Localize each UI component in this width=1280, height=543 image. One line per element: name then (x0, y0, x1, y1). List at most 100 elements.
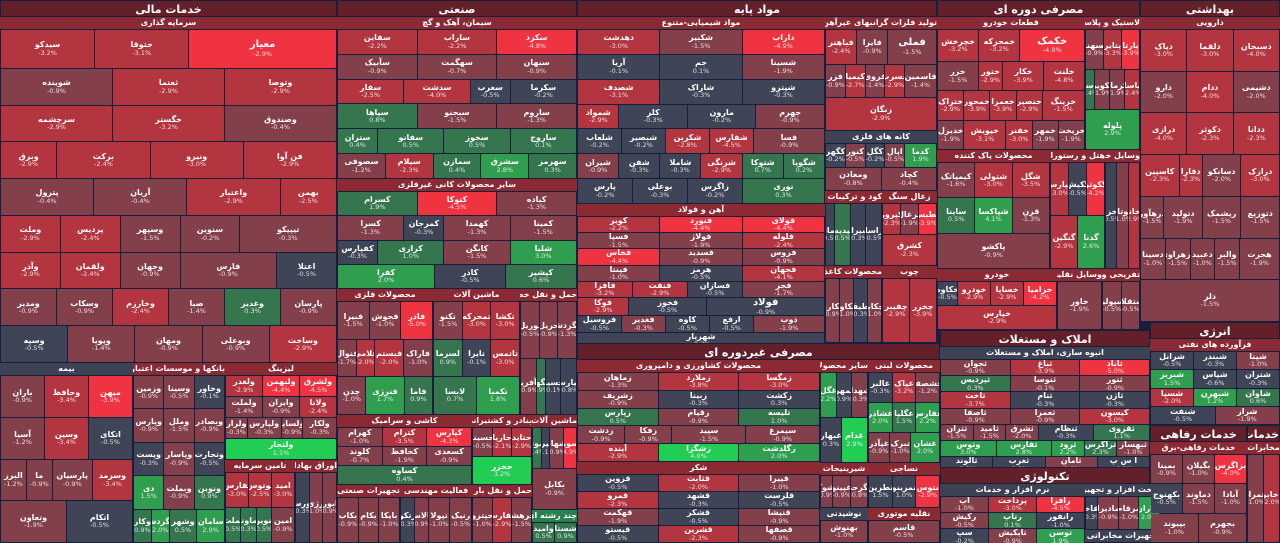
stock-tile[interactable]: چکاپا-1.0% (868, 279, 881, 342)
stock-tile[interactable]: خعمرا -3.9% (990, 91, 1016, 120)
sector-header-healthcare[interactable]: بهداشتی (1140, 0, 1280, 17)
stock-tile[interactable]: ومعادن -0.8% (826, 167, 881, 190)
stock-tile[interactable]: غگل 2.2% (820, 373, 836, 417)
stock-tile[interactable]: قپیرا -1.0% (739, 475, 819, 491)
stock-tile[interactable]: شگل -3.5% (1012, 163, 1049, 198)
stock-tile[interactable]: مادیرا-0.9% (1098, 497, 1118, 529)
stock-tile[interactable]: خمهر -1.9% (1032, 120, 1058, 149)
stock-tile[interactable]: ستران 0.4% (338, 129, 378, 154)
stock-tile[interactable]: فبستم -2.0% (375, 339, 404, 377)
stock-tile[interactable]: شفارس -4.5% (709, 129, 753, 154)
stock-tile[interactable]: خکار -3.9% (1003, 61, 1044, 91)
stock-tile[interactable]: وبوعلی -0.9% (202, 326, 269, 362)
stock-tile[interactable]: غشان 2.0% (911, 433, 939, 462)
stock-tile[interactable]: کگهر -0.2% (826, 144, 845, 167)
stock-tile[interactable]: فروس -0.9% (742, 249, 824, 265)
stock-tile[interactable]: ثاباد -5.0% (1080, 360, 1149, 376)
stock-tile[interactable]: ثعمرا -0.9% (1010, 408, 1080, 424)
industry-header-motor-vehicles[interactable]: وسایل نقلیه موتور (1057, 269, 1102, 281)
stock-tile[interactable]: فپنتا -1.0% (578, 265, 660, 281)
stock-tile[interactable]: زبینا -0.3% (658, 390, 739, 408)
stock-tile[interactable]: آپ -1.0% (941, 497, 988, 513)
stock-tile[interactable]: ولساپا-0.9% (281, 418, 303, 438)
stock-tile[interactable]: دتولید -1.9% (1164, 196, 1202, 238)
stock-tile[interactable]: زدشت -0.9% (577, 426, 625, 444)
industry-header-ceramics[interactable]: کاشی و سرامیک (337, 415, 472, 427)
stock-tile[interactable]: کحافظ -1.9% (382, 447, 427, 465)
stock-tile[interactable]: خکمک -4.9% (1020, 30, 1084, 61)
stock-tile[interactable]: دپاک -3.0% (1141, 30, 1187, 71)
industry-header-fertilizer[interactable]: کود و ترکیبات نیتروژن (825, 191, 882, 203)
stock-tile[interactable]: شیران -0.9% (577, 154, 619, 179)
stock-tile[interactable]: چخزر -3.9% (910, 279, 936, 342)
stock-tile[interactable]: تنوین0.5% (256, 508, 272, 542)
stock-tile[interactable]: فروسیل -0.5% (578, 316, 621, 332)
stock-tile[interactable]: خودرو -2.9% (958, 282, 990, 305)
industry-header-cement[interactable]: سیمان، آهک و گچ (337, 17, 577, 29)
stock-tile[interactable]: غدام 2.9% (841, 418, 867, 462)
stock-tile[interactable]: زشریف -0.9% (577, 390, 658, 408)
industry-header-chemicals[interactable]: مواد شیمیایی-متنوع (577, 17, 825, 29)
stock-tile[interactable]: درازی -4.0% (1141, 113, 1187, 155)
industry-header-hardware[interactable]: سخت افزار و تجهیزات (1085, 484, 1160, 496)
stock-tile[interactable]: کگل -0.2% (865, 144, 885, 167)
stock-tile[interactable]: حپترو -1.0% (472, 498, 492, 542)
stock-tile[interactable]: کابگن -1.5% (444, 240, 510, 264)
stock-tile[interactable]: شبصیر -0.2% (622, 129, 665, 154)
stock-tile[interactable]: کسرام 1.9% (337, 192, 417, 216)
stock-tile[interactable]: نطرین1.5% (868, 476, 892, 507)
industry-header-software[interactable]: نرم افزار و خدمات (940, 484, 1085, 496)
stock-tile[interactable]: خلنت -4.8% (1044, 61, 1084, 91)
stock-tile[interactable]: وگردش2.0% (151, 509, 169, 542)
stock-tile[interactable]: تایرا -0.1% (462, 339, 491, 377)
stock-tile[interactable]: شتولی -3.0% (975, 163, 1012, 198)
stock-tile[interactable]: وزمین -0.9% (134, 376, 164, 409)
stock-tile[interactable]: کباده -1.3% (497, 192, 576, 216)
stock-tile[interactable]: وتجارت -0.5% (194, 442, 224, 476)
stock-tile[interactable]: گکیش-0.5% (1069, 163, 1086, 215)
stock-tile[interactable]: شگویا 0.2% (783, 154, 824, 179)
stock-tile[interactable]: کپرور-2.3% (883, 204, 900, 234)
stock-tile[interactable]: ثنور -0.9% (1080, 376, 1149, 392)
industry-header-textiles[interactable]: نساجی (868, 463, 940, 475)
stock-tile[interactable]: تمحرکه -3.0% (462, 302, 491, 339)
stock-tile[interactable]: شپنا -1.0% (1237, 352, 1279, 370)
stock-tile[interactable]: ثتران -1.5% (941, 424, 973, 441)
stock-tile[interactable]: غپینو-0.9% (833, 476, 850, 507)
stock-tile[interactable]: تماوند0.3% (241, 508, 256, 542)
stock-tile[interactable]: غبهار 0.3% (821, 418, 841, 462)
stock-tile[interactable]: پاسا-2.4% (1125, 70, 1139, 109)
stock-tile[interactable]: چفیبر -2.9% (883, 279, 909, 342)
stock-tile[interactable]: فنورد -4.4% (660, 217, 742, 233)
stock-tile[interactable]: جم 0.1% (660, 54, 742, 79)
stock-tile[interactable]: ولقمان -2.4% (60, 252, 120, 289)
stock-tile[interactable]: نمرینو 1.0% (892, 476, 916, 507)
stock-tile[interactable]: شلیا 3.0% (510, 240, 576, 264)
stock-tile[interactable]: بپیوند -1.0% (1151, 513, 1198, 542)
stock-tile[interactable]: سنوین -0.2% (180, 215, 240, 252)
stock-tile[interactable]: حگهر0.9% (536, 358, 545, 414)
stock-tile[interactable]: دکوثر -2.3% (1187, 113, 1233, 155)
stock-tile[interactable]: فسدید -0.9% (660, 249, 742, 265)
stock-tile[interactable]: دسانکو -2.0% (1202, 155, 1241, 196)
stock-tile[interactable]: فنفت -2.9% (632, 281, 687, 298)
stock-tile[interactable]: هرمز -0.5% (660, 265, 742, 281)
stock-tile[interactable]: اعتلا -0.5% (277, 252, 336, 289)
industry-header-machinery[interactable]: ماشین آلات (433, 289, 520, 301)
stock-tile[interactable]: غشصفا-1.2% (916, 373, 939, 402)
stock-tile[interactable]: کساوه 0.4% (338, 466, 471, 484)
stock-tile[interactable]: قثابت -2.0% (658, 475, 739, 491)
stock-tile[interactable]: زشگزا 4.0% (658, 444, 739, 461)
stock-tile[interactable]: کسرا -1.3% (338, 216, 404, 240)
industry-header-pharma[interactable]: دارویی (1140, 17, 1280, 29)
stock-tile[interactable]: هجرت -1.9% (1240, 238, 1279, 280)
industry-header-iron-steel[interactable]: آهن و فولاد (577, 204, 825, 216)
stock-tile[interactable]: غگلپا 1.5% (892, 403, 916, 432)
stock-tile[interactable]: بزاگرس -4.0% (1215, 455, 1246, 484)
stock-tile[interactable]: شبهرن 1.2% (1194, 388, 1236, 406)
stock-tile[interactable]: کمینا -1.5% (510, 216, 576, 240)
industry-header-automobile[interactable]: خودرو (937, 269, 1057, 281)
stock-tile[interactable]: ختوقا -3.1% (95, 30, 189, 68)
stock-tile[interactable]: ثنام -0.3% (1010, 392, 1080, 408)
stock-tile[interactable]: وسینا -0.5% (164, 376, 194, 409)
